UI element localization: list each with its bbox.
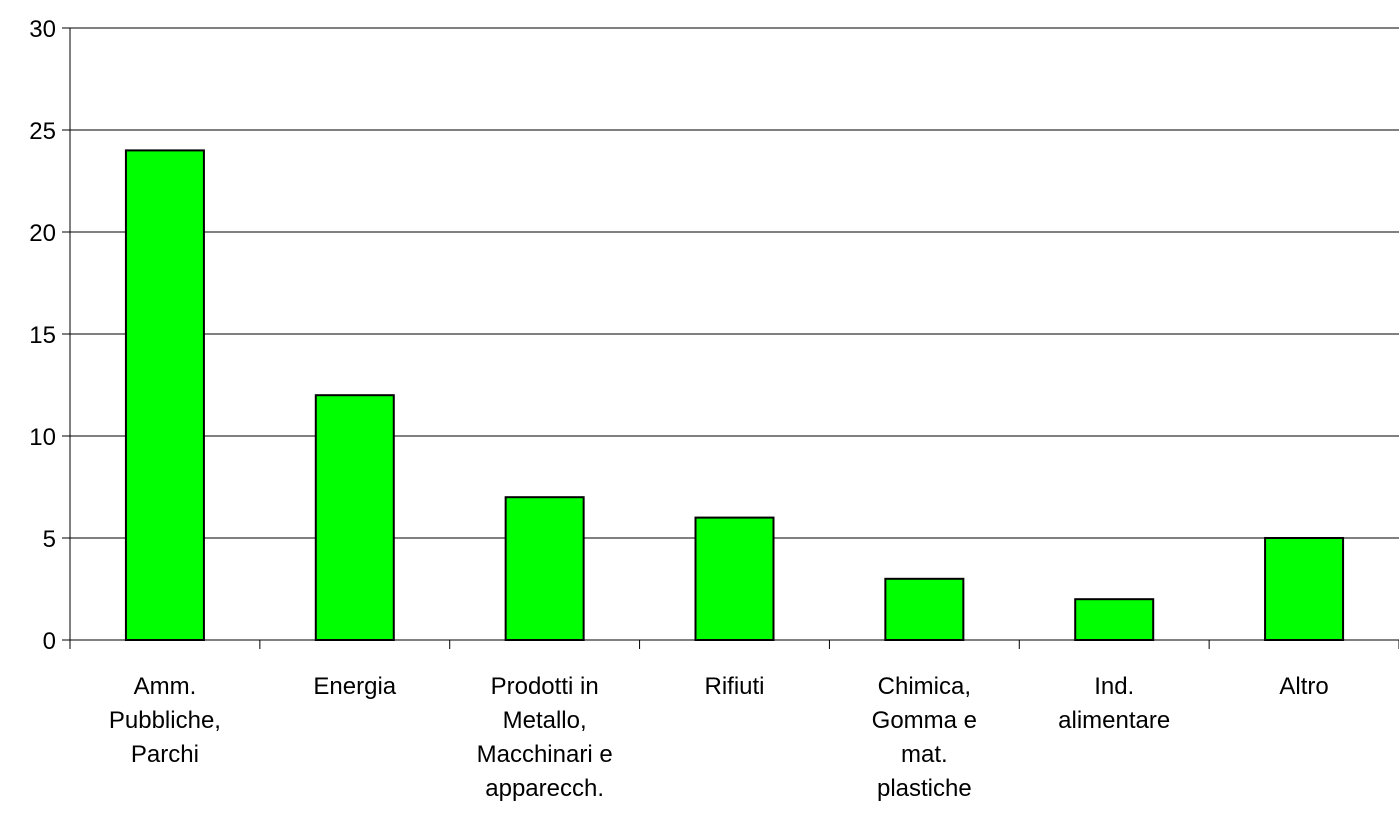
bar (694, 516, 775, 641)
x-tick-label-line: Prodotti in (491, 673, 599, 700)
x-tick-label-line: Rifiuti (704, 673, 764, 700)
x-tick-label: Ind. alimentare (1058, 673, 1170, 734)
y-tick-label: 15 (29, 322, 56, 349)
bar (504, 496, 585, 642)
x-tick-label: Altro (1279, 673, 1328, 700)
x-tick-label-line: mat. (901, 741, 948, 768)
x-tick-label-line: Gomma e (872, 707, 977, 734)
y-tick-label: 0 (43, 628, 56, 655)
x-tick-label-line: Parchi (131, 741, 199, 768)
x-tick-label-line: apparecch. (485, 775, 604, 802)
y-tick-label: 25 (29, 118, 56, 145)
x-tick-label-line: Metallo, (503, 707, 587, 734)
y-tick-labels: 0 5 10 15 20 25 30 (29, 16, 56, 655)
bar (1074, 598, 1155, 642)
x-tick-label-line: plastiche (877, 775, 972, 802)
y-tick-label: 20 (29, 220, 56, 247)
x-tick-label-line: Altro (1279, 673, 1328, 700)
x-tick-label: Amm. Pubbliche, Parchi (109, 673, 221, 768)
y-tick-label: 10 (29, 424, 56, 451)
x-tick-label-line: Chimica, (878, 673, 971, 700)
x-tick-label: Prodotti in Metallo, Macchinari e apparecch… (477, 673, 613, 802)
bars (124, 149, 1345, 642)
x-tick-label: Energia (313, 673, 396, 700)
axes (62, 27, 1399, 649)
bar (124, 149, 205, 641)
bar (1264, 537, 1345, 641)
gridlines (70, 27, 1399, 539)
x-tick-label: Chimica, Gomma e mat. plastiche (872, 673, 977, 802)
y-tick-label: 5 (43, 526, 56, 553)
x-tick-labels: Amm. Pubbliche, Parchi Energia Prodotti in Me… (109, 673, 1329, 802)
bar (314, 394, 395, 642)
bar (884, 577, 965, 641)
x-tick-label: Rifiuti (704, 673, 764, 700)
x-tick-label-line: Energia (313, 673, 396, 700)
x-tick-label-line: Amm. (134, 673, 197, 700)
x-tick-label-line: alimentare (1058, 707, 1170, 734)
y-tick-label: 30 (29, 16, 56, 43)
x-tick-label-line: Ind. (1094, 673, 1134, 700)
x-tick-label-line: Macchinari e (477, 741, 613, 768)
x-tick-label-line: Pubbliche, (109, 707, 221, 734)
